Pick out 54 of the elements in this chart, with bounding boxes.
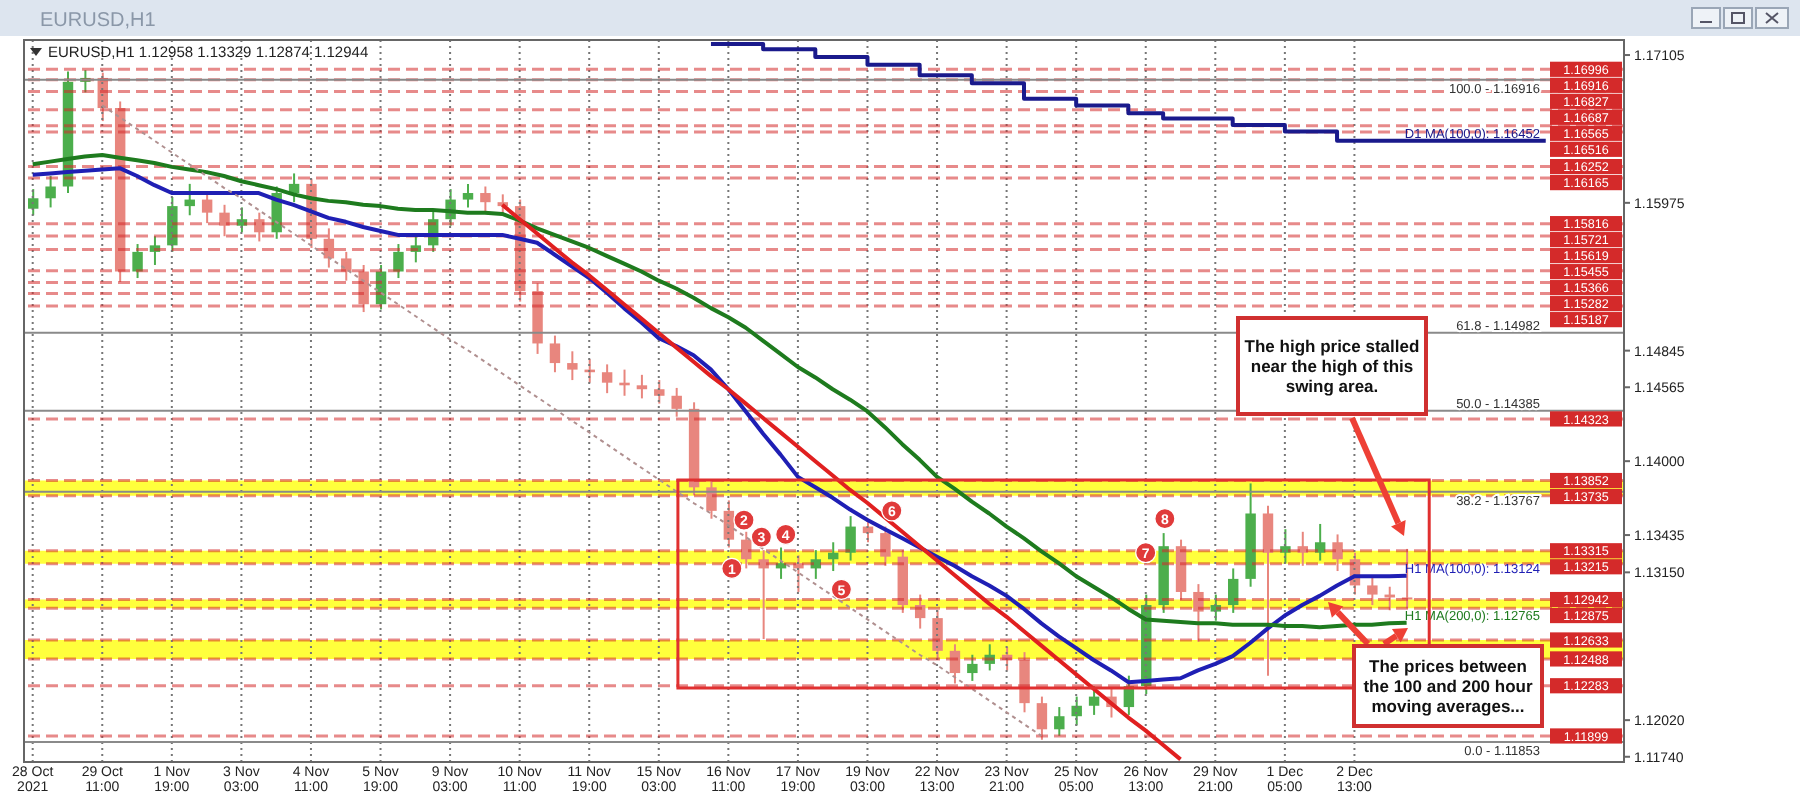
candlestick xyxy=(149,235,161,266)
candlestick xyxy=(567,350,578,382)
candlestick xyxy=(1332,533,1343,573)
candlestick xyxy=(167,195,178,253)
candlestick xyxy=(236,206,248,234)
candlestick xyxy=(880,525,891,567)
candlestick xyxy=(793,554,804,593)
candlestick xyxy=(1193,583,1204,643)
line-series xyxy=(500,202,1183,762)
candlestick xyxy=(219,203,230,238)
candlestick xyxy=(323,227,335,269)
candlestick xyxy=(1175,538,1187,601)
candlestick xyxy=(462,182,474,209)
candlestick xyxy=(984,643,995,672)
candlestick xyxy=(741,530,752,570)
candlestick xyxy=(480,185,491,214)
candlestick xyxy=(201,190,213,225)
candlestick xyxy=(1314,522,1326,562)
candlestick xyxy=(1019,651,1030,714)
candlestick xyxy=(1280,528,1291,565)
candlestick xyxy=(1228,567,1239,614)
candlestick xyxy=(636,373,648,400)
candlestick xyxy=(810,549,822,580)
annotation: The prices between the 100 and 200 hour moving averages... xyxy=(1352,644,1544,728)
candlestick xyxy=(1210,593,1222,622)
candlestick xyxy=(1262,504,1274,677)
candlestick xyxy=(393,243,404,280)
candlestick xyxy=(775,546,787,580)
candlestick xyxy=(254,211,265,243)
annotation: The high price stalled near the high of this swing area. xyxy=(1236,316,1428,416)
candlestick xyxy=(358,263,369,314)
candlestick xyxy=(45,175,56,209)
candlestick xyxy=(1071,695,1082,727)
candlestick xyxy=(601,363,613,395)
candlestick xyxy=(132,243,143,280)
candlestick xyxy=(1088,685,1100,716)
candlestick xyxy=(914,593,926,630)
candlestick xyxy=(1036,695,1048,741)
candlestick xyxy=(1054,706,1065,737)
candlestick xyxy=(706,478,717,520)
candlestick xyxy=(654,379,665,405)
chart-title: EURUSD,H1 xyxy=(40,10,157,32)
candlestick xyxy=(28,188,39,217)
candlestick xyxy=(845,515,856,562)
candlestick xyxy=(341,250,352,282)
candlestick xyxy=(671,386,682,418)
candlestick xyxy=(949,643,961,685)
candlestick xyxy=(932,609,943,661)
candlestick xyxy=(758,549,769,641)
candlestick xyxy=(967,653,978,682)
candlestick xyxy=(410,235,422,264)
candlestick xyxy=(549,334,561,374)
candlestick xyxy=(1367,575,1378,607)
candlestick xyxy=(1297,530,1308,567)
